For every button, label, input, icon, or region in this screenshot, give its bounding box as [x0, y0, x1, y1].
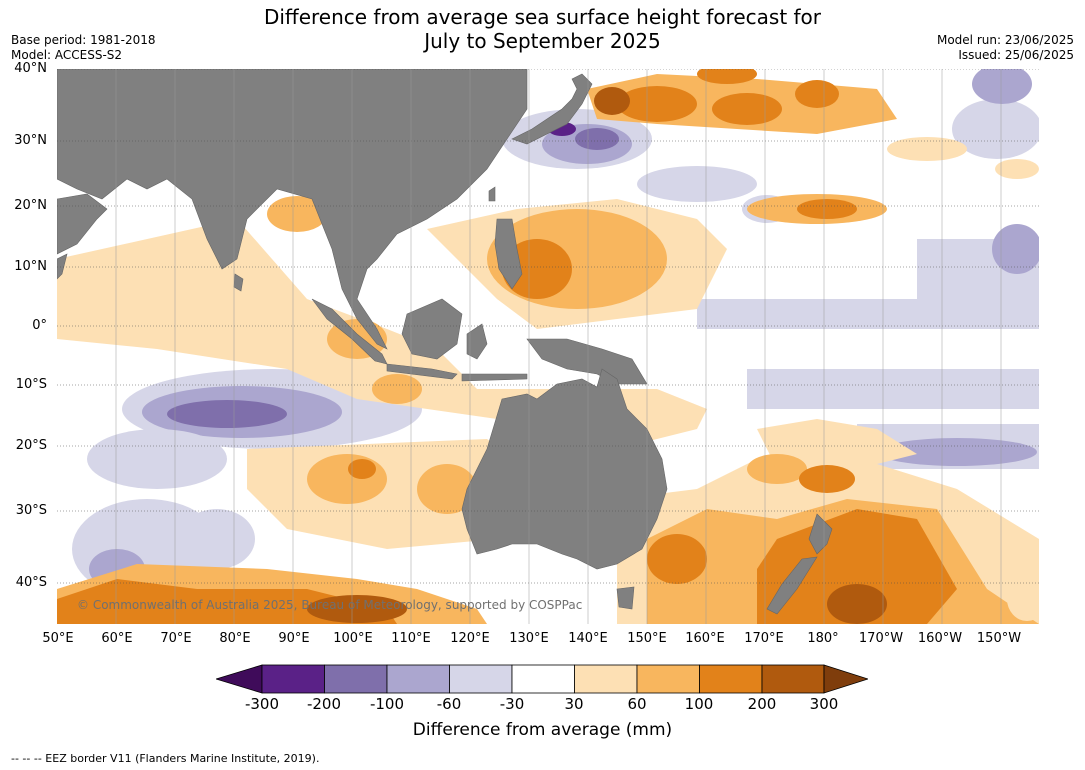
land-new-zealand-south: [766, 556, 818, 615]
colorbar-tick: -300: [244, 695, 280, 713]
colorbar-bin-30-60: [574, 664, 638, 694]
model-run: Model run: 23/06/2025: [936, 33, 1074, 47]
colorbar-bin-200-300: [761, 664, 825, 694]
lon-label-160e: 160°E: [685, 631, 725, 646]
title-line-1: Difference from average sea surface heig…: [263, 5, 822, 29]
eez-border-legend: -- -- -- EEZ border V11 (Flanders Marine…: [11, 752, 320, 765]
lon-label-170w: 170°W: [858, 631, 904, 646]
meridians: [115, 69, 1002, 624]
colorbar-bin-neg60-neg30: [449, 664, 513, 694]
colorbar-tick: -100: [369, 695, 405, 713]
meta-left: Base period: 1981-2018 Model: ACCESS-S2: [11, 33, 156, 63]
map-svg: [57, 69, 1039, 624]
lat-label-10s: 10°S: [15, 377, 47, 392]
lat-label-10n: 10°N: [14, 259, 47, 274]
land-sri-lanka: [233, 273, 244, 292]
lon-label-170e: 170°E: [744, 631, 784, 646]
map-panel: [57, 69, 1039, 624]
lat-label-20n: 20°N: [14, 198, 47, 213]
title-line-2: July to September 2025: [424, 29, 661, 53]
land-asia: [57, 69, 528, 350]
colorbar-tick: 100: [684, 695, 714, 713]
land-borneo: [401, 298, 463, 360]
lon-label-90e: 90°E: [278, 631, 310, 646]
colorbar-tick: 30: [564, 695, 584, 713]
lat-label-40s: 40°S: [15, 575, 47, 590]
lon-label-150e: 150°E: [627, 631, 667, 646]
lat-label-0: 0°: [32, 318, 47, 333]
lon-label-100e: 100°E: [333, 631, 373, 646]
lat-label-30n: 30°N: [14, 133, 47, 148]
lat-label-30s: 30°S: [15, 503, 47, 518]
lon-label-120e: 120°E: [450, 631, 490, 646]
colorbar-tick: 200: [747, 695, 777, 713]
lon-label-130e: 130°E: [509, 631, 549, 646]
lon-label-150w: 150°W: [976, 631, 1022, 646]
meta-right: Model run: 23/06/2025 Issued: 25/06/2025: [937, 33, 1074, 63]
colorbar-tick: -60: [436, 695, 462, 713]
lon-label-60e: 60°E: [101, 631, 133, 646]
copyright-text: © Commonwealth of Australia 2025, Bureau…: [77, 598, 583, 612]
colorbar-bin-neg30-30: [511, 664, 575, 694]
chart-title: Difference from average sea surface heig…: [0, 5, 1085, 53]
colorbar-title: Difference from average (mm): [412, 720, 673, 740]
land-new-zealand-north: [808, 513, 833, 555]
land-philippines: [494, 218, 523, 290]
colorbar-bin-neg300-neg200: [261, 664, 325, 694]
colorbar-bin-60-100: [636, 664, 700, 694]
colorbar-bin-100-200: [699, 664, 763, 694]
colorbar-tick: -30: [499, 695, 525, 713]
colorbar-bin-neg100-neg60: [386, 664, 450, 694]
lon-label-160w: 160°W: [917, 631, 963, 646]
land-java: [386, 363, 458, 380]
colorbar-min-arrow: [214, 664, 263, 694]
lon-label-140e: 140°E: [568, 631, 608, 646]
lat-label-20s: 20°S: [15, 438, 47, 453]
lon-label-110e: 110°E: [391, 631, 431, 646]
colorbar-max-arrow: [823, 664, 870, 694]
land-masses: [57, 69, 833, 615]
colorbar-tick: 60: [627, 695, 647, 713]
lat-label-40n: 40°N: [14, 61, 47, 76]
colorbar: [214, 664, 870, 694]
land-timor-chain: [461, 373, 528, 382]
colorbar-tick: -200: [306, 695, 342, 713]
land-africa-horn: [57, 253, 68, 280]
land-australia: [461, 368, 668, 570]
land-taiwan: [488, 186, 496, 202]
lon-label-70e: 70°E: [160, 631, 192, 646]
colorbar-bin-neg200-neg100: [324, 664, 388, 694]
land-japan: [511, 73, 593, 145]
lon-label-180: 180°: [807, 631, 839, 646]
base-period: Base period: 1981-2018: [11, 33, 156, 47]
land-sulawesi: [466, 323, 488, 360]
lon-label-80e: 80°E: [219, 631, 251, 646]
lon-label-50e: 50°E: [42, 631, 74, 646]
model-name: Model: ACCESS-S2: [11, 48, 123, 62]
colorbar-tick: 300: [809, 695, 839, 713]
land-arabia: [57, 193, 108, 255]
land-tasmania: [616, 586, 635, 610]
land-new-guinea: [526, 338, 648, 385]
issued-date: Issued: 25/06/2025: [958, 48, 1074, 62]
